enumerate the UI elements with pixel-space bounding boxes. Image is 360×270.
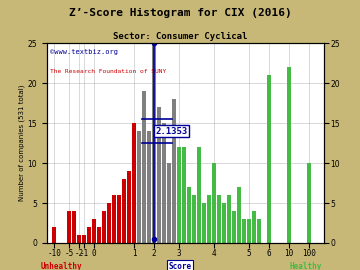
Bar: [52, 227, 57, 243]
Bar: [92, 219, 96, 243]
Bar: [142, 91, 146, 243]
Bar: [122, 179, 126, 243]
Bar: [167, 163, 171, 243]
Bar: [227, 195, 231, 243]
Bar: [207, 195, 211, 243]
Y-axis label: Number of companies (531 total): Number of companies (531 total): [18, 85, 25, 201]
Bar: [212, 163, 216, 243]
Text: The Research Foundation of SUNY: The Research Foundation of SUNY: [50, 69, 166, 74]
Bar: [137, 131, 141, 243]
Bar: [177, 147, 181, 243]
Bar: [82, 235, 86, 243]
Bar: [202, 203, 206, 243]
Text: Unhealthy: Unhealthy: [40, 262, 82, 270]
Bar: [307, 163, 311, 243]
Bar: [102, 211, 106, 243]
Bar: [232, 211, 236, 243]
Bar: [87, 227, 91, 243]
Bar: [172, 99, 176, 243]
Text: Healthy: Healthy: [290, 262, 322, 270]
Bar: [287, 67, 291, 243]
Bar: [162, 123, 166, 243]
Bar: [77, 235, 81, 243]
Bar: [217, 195, 221, 243]
Bar: [237, 187, 241, 243]
Bar: [182, 147, 186, 243]
Bar: [247, 219, 251, 243]
Bar: [222, 203, 226, 243]
Bar: [117, 195, 121, 243]
Bar: [252, 211, 256, 243]
Bar: [197, 147, 201, 243]
Text: ©www.textbiz.org: ©www.textbiz.org: [50, 49, 118, 55]
Bar: [187, 187, 191, 243]
Bar: [67, 211, 71, 243]
Bar: [112, 195, 116, 243]
Bar: [107, 203, 111, 243]
Bar: [157, 107, 161, 243]
Bar: [147, 131, 151, 243]
Bar: [97, 227, 102, 243]
Text: Z’-Score Histogram for CIX (2016): Z’-Score Histogram for CIX (2016): [69, 8, 291, 18]
Bar: [267, 75, 271, 243]
Bar: [242, 219, 246, 243]
Text: Sector: Consumer Cyclical: Sector: Consumer Cyclical: [113, 32, 247, 41]
Bar: [192, 195, 196, 243]
Text: Score: Score: [168, 262, 192, 270]
Text: 2.1353: 2.1353: [156, 127, 188, 136]
Bar: [72, 211, 76, 243]
Bar: [127, 171, 131, 243]
Bar: [257, 219, 261, 243]
Bar: [132, 123, 136, 243]
Bar: [152, 43, 156, 243]
